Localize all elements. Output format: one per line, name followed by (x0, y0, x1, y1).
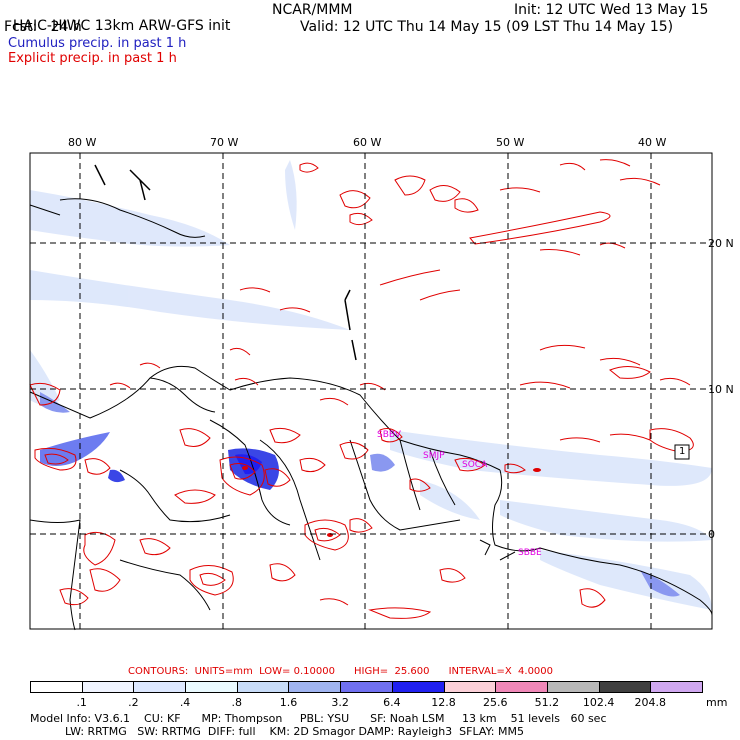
colorbar-tick-label: .1 (76, 696, 87, 709)
lat-label-0: 0 (708, 528, 715, 541)
lon-label-60w: 60 W (353, 136, 382, 149)
colorbar-swatch (340, 681, 393, 693)
cumulus-precip-fields (30, 160, 712, 610)
station-sbbv: SBBV (377, 430, 401, 440)
colorbar-tick-label: .4 (179, 696, 191, 709)
colorbar-swatch (133, 681, 187, 693)
colorbar-tick-label: 204.8 (634, 696, 667, 709)
fcst-label: Fcst: 24 h (4, 19, 82, 35)
coastlines (29, 164, 713, 631)
colorbar-swatch (81, 681, 135, 693)
colorbar-tick-label: 3.2 (331, 696, 349, 709)
lon-label-50w: 50 W (496, 136, 525, 149)
init-label: Init: 12 UTC Wed 13 May 15 (514, 2, 709, 18)
marker-box (674, 444, 690, 460)
org-label: NCAR/MMM (272, 2, 353, 18)
colorbar-swatch (650, 681, 703, 693)
colorbar-swatch (30, 681, 83, 693)
plot-frame (29, 152, 713, 630)
contours-info: CONTOURS: UNITS=mm LOW= 0.10000 HIGH= 25… (128, 666, 554, 677)
colorbar-unit: mm (706, 696, 728, 709)
lon-label-40w: 40 W (638, 136, 667, 149)
station-sbbe: SBBE (518, 548, 542, 558)
colorbar-swatch (443, 681, 497, 693)
lon-label-70w: 70 W (210, 136, 239, 149)
colorbar-tick-label: 6.4 (383, 696, 401, 709)
colorbar-tick-label: .2 (128, 696, 139, 709)
colorbar-swatch (391, 681, 445, 693)
colorbar-tick-label: 51.2 (534, 696, 560, 709)
station-soca: SOCA (462, 460, 488, 470)
legend-explicit: Explicit precip. in past 1 h (8, 51, 177, 66)
model-info-line1: Model Info: V3.6.1 CU: KF MP: Thompson P… (30, 712, 607, 725)
model-title: HAIC-HIWC 13km ARW-GFS init (4, 2, 231, 34)
explicit-precip-contours (29, 159, 694, 619)
marker-box-label: 1 (679, 446, 686, 457)
colorbar-tick-label: .8 (231, 696, 243, 709)
lon-label-80w: 80 W (68, 136, 97, 149)
colorbar-swatch (236, 681, 290, 693)
colorbar-swatch (598, 681, 652, 693)
legend-cumulus: Cumulus precip. in past 1 h (8, 36, 187, 51)
valid-label: Valid: 12 UTC Thu 14 May 15 (09 LST Thu … (300, 19, 674, 35)
lat-label-10n: 10 N (708, 383, 734, 396)
colorbar-swatch (288, 681, 342, 693)
colorbar-tick-label: 25.6 (482, 696, 508, 709)
model-info-line2: LW: RRTMG SW: RRTMG DIFF: full KM: 2D Sm… (30, 725, 524, 738)
colorbar-swatch (495, 681, 548, 693)
model-title-text: HAIC-HIWC 13km ARW-GFS init (12, 18, 231, 34)
colorbar-tick-label: 102.4 (582, 696, 615, 709)
lat-label-20n: 20 N (708, 237, 734, 250)
lat-lon-grid (30, 153, 712, 629)
colorbar-swatch (185, 681, 238, 693)
station-smjp: SMJP (423, 451, 445, 461)
colorbar-tick-label: 12.8 (431, 696, 456, 709)
colorbar-tick-label: 1.6 (279, 696, 298, 709)
colorbar-swatch (546, 681, 600, 693)
